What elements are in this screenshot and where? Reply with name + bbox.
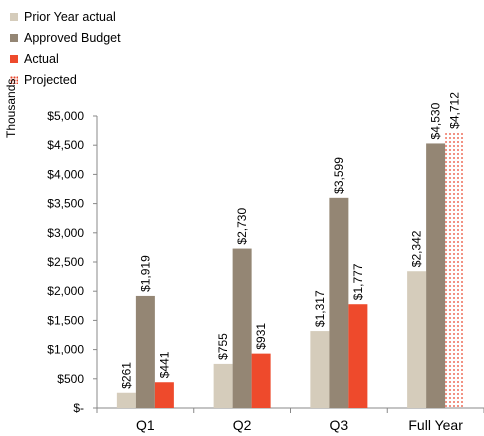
legend-item-approved-budget: Approved Budget [10, 27, 121, 48]
data-label: $4,712 [448, 92, 462, 129]
y-tick-label: $2,500 [47, 255, 84, 269]
data-label: $3,599 [332, 157, 346, 194]
bar-actual [348, 304, 368, 408]
y-tick-label: $1,000 [47, 343, 84, 357]
data-label: $1,777 [351, 263, 365, 300]
legend-label-prior-year: Prior Year actual [24, 9, 116, 24]
data-label: $1,919 [138, 255, 152, 292]
y-tick-label: $5,000 [47, 109, 84, 123]
legend-swatch-projected [10, 75, 18, 84]
bar-actual [154, 382, 174, 408]
data-label: $2,342 [410, 230, 424, 267]
data-label: $1,317 [313, 290, 327, 327]
legend-swatch-prior-year [10, 12, 18, 21]
legend-item-actual: Actual [10, 48, 121, 69]
data-label: $931 [254, 323, 268, 350]
data-label: $4,530 [429, 102, 443, 139]
legend-swatch-actual [10, 54, 18, 63]
bar-approved-budget [426, 143, 446, 408]
legend-label-projected: Projected [24, 72, 77, 87]
bar-prior-year-actual [116, 392, 136, 408]
x-tick-label: Q3 [330, 417, 349, 433]
legend-swatch-approved-budget [10, 33, 18, 42]
data-label: $2,730 [235, 208, 249, 245]
data-label: $261 [119, 362, 133, 389]
bar-prior-year-actual [310, 331, 330, 408]
y-tick-label: $3,000 [47, 226, 84, 240]
y-tick-label: $1,500 [47, 313, 84, 327]
y-tick-label: $4,500 [47, 138, 84, 152]
bar-prior-year-actual [213, 363, 233, 408]
y-tick-label: $3,500 [47, 197, 84, 211]
bar-approved-budget [135, 295, 155, 408]
y-tick-label: $2,000 [47, 284, 84, 298]
chart-legend: Prior Year actual Approved Budget Actual… [10, 6, 121, 90]
y-tick-label: $4,000 [47, 167, 84, 181]
legend-item-projected: Projected [10, 69, 121, 90]
x-tick-label: Q1 [136, 417, 155, 433]
bar-projected [445, 132, 465, 408]
bar-approved-budget [329, 197, 349, 408]
data-label: $441 [157, 351, 171, 378]
x-tick-label: Q2 [233, 417, 252, 433]
legend-label-approved-budget: Approved Budget [24, 30, 121, 45]
y-tick-label: $- [73, 401, 84, 415]
x-tick-label: Full Year [408, 417, 463, 433]
x-axis: Q1 Q2 Q3 Full Year [136, 417, 463, 433]
legend-item-prior-year: Prior Year actual [10, 6, 121, 27]
bar-series-group: $261 $1,919 $441 $755 $2,730 $931 $1,317 $3,599… [116, 92, 465, 408]
y-tick-label: $500 [57, 372, 84, 386]
bar-actual [251, 353, 271, 408]
data-label: $755 [216, 333, 230, 360]
bar-approved-budget [232, 248, 252, 408]
bar-prior-year-actual [407, 271, 427, 408]
legend-label-actual: Actual [24, 51, 59, 66]
